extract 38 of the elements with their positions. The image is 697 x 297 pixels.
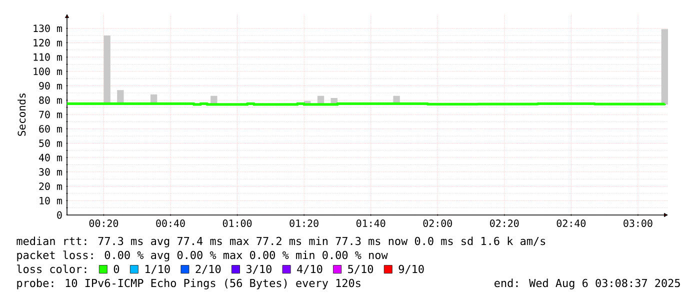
y-tick-label: 90 m [39,82,62,90]
y-tick-label: 60 m [39,125,62,133]
y-tick-label: 100 m [34,68,62,76]
y-tick-label: 30 m [39,168,62,176]
text: probe: 10 IPv6-ICMP Echo Pings (56 Bytes) every 120s [17,278,360,290]
y-tick-label: 0 [57,211,62,219]
legend-label: 1/10 [145,264,170,274]
x-tick-label: 03:00 [624,220,652,228]
text: packet loss: 0.00 % avg 0.00 % max 0.00 % min 0.00 % now [17,250,388,262]
y-tick-label: 130 m [34,24,62,32]
y-axis-title: Seconds [18,94,26,136]
legend-label: 5/10 [348,264,374,274]
y-tick-label: 110 m [34,53,62,61]
legend-title: loss color: [17,264,86,274]
y-tick-label: 80 m [39,96,62,104]
text: median rtt: 77.3 ms avg 77.4 ms max 77.2 ms min 77.3 ms now 0.0 ms sd 1.6 k am/s [16,236,546,248]
bar [104,36,110,104]
legend-label: 4/10 [297,264,322,274]
y-tick-label: 120 m [34,38,62,46]
x-tick-label: 00:40 [156,220,185,228]
x-tick-label: 02:40 [556,220,586,228]
text: end: Wed Aug 6 03:08:37 2025 [494,278,680,290]
legend-label: 9/10 [398,264,424,274]
y-tick-label: 40 m [38,154,62,162]
bar [661,29,668,104]
x-tick-label: 00:20 [89,220,118,228]
x-tick-label: 01:00 [222,220,252,228]
x-tick-label: 01:20 [290,220,318,228]
y-tick-label: 70 m [39,110,62,118]
y-tick-label: 50 m [39,139,62,147]
legend-label: 3/10 [246,264,272,274]
x-tick-label: 01:40 [356,220,386,228]
legend-label: 0 [114,264,120,274]
legend-label: 2/10 [196,264,221,274]
y-tick-label: 20 m [39,182,62,190]
y-tick-label: 10 m [40,196,62,204]
x-tick-label: 02:00 [423,220,452,228]
x-tick-label: 02:20 [490,220,519,228]
